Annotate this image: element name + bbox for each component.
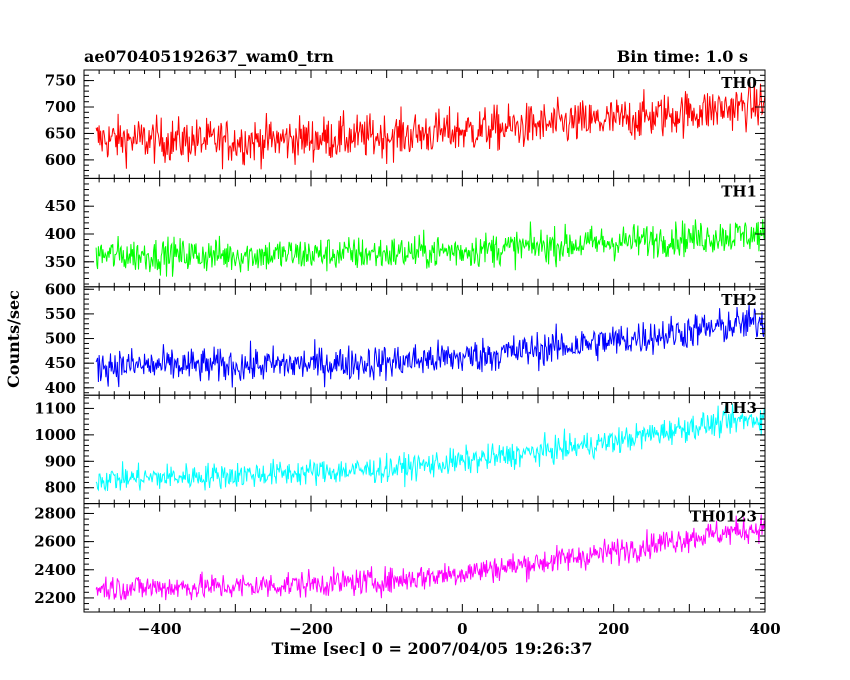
- chart-title: ae070405192637_wam0_trn: [84, 47, 334, 66]
- panel-th3: 800 900 1000 1100 TH3: [34, 394, 766, 505]
- panel-frame: [83, 394, 766, 505]
- panels: 600 650 700 750 TH0 350 400 450 TH1 400 450 500 550 6…: [34, 69, 766, 613]
- y-tick-label: 550: [45, 305, 76, 323]
- panel-label-th1: TH1: [721, 182, 757, 200]
- y-tick-label: 1000: [34, 426, 76, 444]
- panel-label-th2: TH2: [721, 291, 757, 309]
- x-tick-label: 0: [457, 620, 467, 638]
- series-line-th2: [95, 304, 765, 388]
- y-tick-label: 2800: [34, 504, 76, 522]
- y-tick-label: 500: [45, 330, 76, 348]
- series-line-th3: [95, 404, 765, 492]
- panel-frame: [83, 69, 766, 179]
- panel-frame: [83, 286, 766, 396]
- y-tick-label: 1100: [34, 399, 76, 417]
- x-tick-labels: −400 −200 0 200 400: [138, 620, 781, 638]
- panel-th2: 400 450 500 550 600 TH2: [45, 280, 766, 397]
- x-tick-label: −200: [289, 620, 333, 638]
- y-tick-label: 400: [45, 225, 76, 243]
- y-tick-label: 750: [45, 72, 76, 90]
- series-line-th0123: [95, 514, 765, 601]
- x-tick-label: 400: [749, 620, 780, 638]
- y-tick-label: 600: [45, 151, 76, 169]
- y-tick-label: 450: [45, 354, 76, 372]
- y-tick-label: 650: [45, 124, 76, 142]
- panel-frame: [83, 177, 766, 288]
- panel-th0: 600 650 700 750 TH0: [45, 69, 766, 179]
- x-tick-label: −400: [138, 620, 182, 638]
- y-tick-label: 700: [45, 98, 76, 116]
- y-tick-label: 350: [45, 253, 76, 271]
- panel-label-th0: TH0: [721, 74, 757, 92]
- y-tick-label: 2600: [34, 533, 76, 551]
- series-line-th0: [95, 79, 765, 170]
- y-tick-label: 800: [45, 479, 76, 497]
- y-tick-label: 450: [45, 197, 76, 215]
- y-tick-label: 2400: [34, 561, 76, 579]
- panel-frame: [83, 503, 766, 613]
- panel-label-th0123: TH0123: [690, 508, 757, 526]
- y-tick-label: 900: [45, 452, 76, 470]
- bin-time-label: Bin time: 1.0 s: [617, 47, 748, 66]
- y-tick-label: 2200: [34, 589, 76, 607]
- panel-th1: 350 400 450 TH1: [45, 177, 766, 288]
- y-axis-label: Counts/sec: [4, 290, 23, 388]
- y-tick-label: 600: [45, 280, 76, 298]
- x-tick-label: 200: [598, 620, 629, 638]
- x-axis-label: Time [sec] 0 = 2007/04/05 19:26:37: [272, 639, 593, 658]
- y-tick-label: 400: [45, 379, 76, 397]
- panel-label-th3: TH3: [721, 399, 757, 417]
- series-line-th1: [95, 217, 765, 277]
- panel-th0123: 2200 2400 2600 2800 TH0123: [34, 503, 766, 613]
